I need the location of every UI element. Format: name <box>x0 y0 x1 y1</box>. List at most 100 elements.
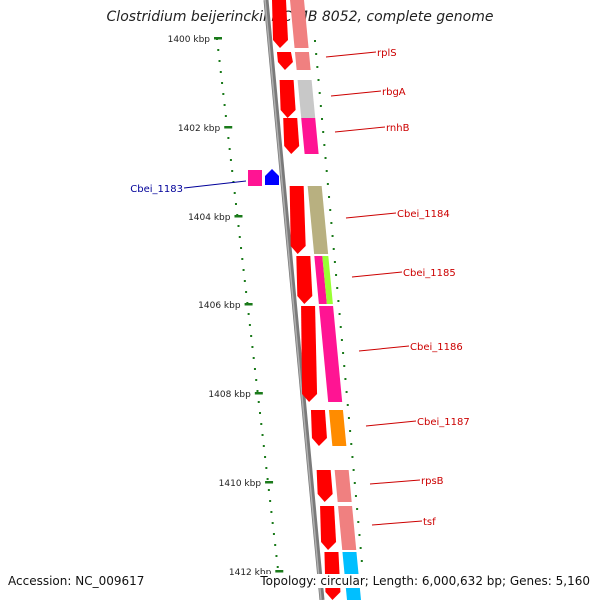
cds-arrow <box>316 470 333 502</box>
backbone-line <box>263 0 325 600</box>
accession-text: Accession: NC_009617 <box>8 574 145 588</box>
feature-bar <box>294 52 311 70</box>
outer-tick <box>331 235 334 237</box>
feature-label-rpsb: rpsB <box>421 476 444 487</box>
outer-tick <box>345 391 348 393</box>
ruler-major-tick <box>244 303 253 306</box>
ruler-ticks: 1400 kbp 1402 kbp 1404 kbp 1406 kbp 1408 kbp… <box>168 35 363 578</box>
ruler-tick <box>251 346 254 348</box>
feature-bar <box>307 186 329 254</box>
feature-label-rpls: rplS <box>377 48 397 59</box>
cds-arrow <box>310 410 327 446</box>
cds-arrow <box>272 0 288 48</box>
outer-tick <box>359 547 362 549</box>
feature-bar <box>314 256 327 304</box>
feature-label-rbga: rbgA <box>382 87 406 98</box>
outer-tick <box>316 66 319 68</box>
ruler-tick <box>247 313 250 315</box>
outer-tick <box>356 508 359 510</box>
feature-label-tsf: tsf <box>423 517 436 528</box>
outer-tick <box>360 560 363 562</box>
ruler-tick <box>243 280 246 282</box>
label-leader-line <box>334 126 386 133</box>
feature-bar <box>328 410 347 446</box>
cds-arrow <box>320 506 337 550</box>
outer-tick <box>323 144 326 146</box>
ruler-tick <box>250 335 253 337</box>
feature-bar <box>322 256 333 304</box>
ruler-tick <box>253 368 256 370</box>
ruler-tick <box>260 423 263 425</box>
ruler-tick <box>227 137 230 139</box>
ruler-tick <box>217 49 220 51</box>
outer-tick <box>358 534 361 536</box>
feature-label-rnhb: rnhB <box>386 123 410 134</box>
ruler-tick <box>267 489 270 491</box>
ruler-tick <box>233 192 236 194</box>
cds-arrow <box>301 306 318 402</box>
ruler-tick <box>271 522 274 524</box>
outer-tick <box>321 118 324 120</box>
ruler-tick <box>275 555 278 557</box>
label-leader-line <box>358 345 410 352</box>
outer-tick <box>332 248 335 250</box>
ruler-tick <box>262 445 265 447</box>
feature-label-cbei_1187: Cbei_1187 <box>417 417 470 428</box>
backbone-stroke <box>263 0 325 600</box>
outer-tick <box>338 313 341 315</box>
outer-tick <box>353 482 356 484</box>
gene-track <box>248 0 361 600</box>
outer-tick <box>354 495 357 497</box>
feature-bar <box>301 118 319 154</box>
label-leader-line <box>369 479 421 485</box>
ruler-tick <box>256 390 259 392</box>
ruler-tick <box>255 379 258 381</box>
outer-tick <box>352 469 355 471</box>
label-leader-line <box>371 520 423 526</box>
reverse-cds-arrow <box>265 169 279 185</box>
ruler-label: 1406 kbp <box>198 301 241 311</box>
ruler-tick <box>264 456 267 458</box>
ruler-label: 1400 kbp <box>168 35 211 45</box>
feature-label-cbei_1183: Cbei_1183 <box>130 184 183 195</box>
ruler-tick <box>257 401 260 403</box>
ruler-tick <box>272 533 275 535</box>
ruler-tick <box>240 247 243 249</box>
ruler-tick <box>229 159 232 161</box>
ruler-tick <box>221 82 224 84</box>
ruler-tick <box>242 269 245 271</box>
outer-tick <box>351 456 354 458</box>
outer-tick <box>326 183 329 185</box>
reverse-feature-bar <box>248 170 262 186</box>
ruler-tick <box>234 203 237 205</box>
feature-bar <box>338 506 357 550</box>
outer-tick <box>319 105 322 107</box>
outer-tick <box>349 430 352 432</box>
ruler-tick <box>252 357 255 359</box>
ruler-major-tick <box>224 126 233 129</box>
outer-tick <box>318 92 321 94</box>
feature-bar <box>297 80 316 118</box>
ruler-tick <box>245 291 248 293</box>
feature-label-cbei_1186: Cbei_1186 <box>410 342 463 353</box>
ruler-tick <box>248 324 251 326</box>
ruler-tick <box>219 71 222 73</box>
ruler-label: 1412 kbp <box>229 568 272 578</box>
label-leader-line <box>183 180 247 189</box>
ruler-tick <box>224 115 227 117</box>
ruler-tick <box>274 544 277 546</box>
feature-label-cbei_1185: Cbei_1185 <box>403 268 456 279</box>
genome-stats-text: Topology: circular; Length: 6,000,632 bp… <box>260 574 590 588</box>
ruler-tick <box>237 225 240 227</box>
ruler-label: 1410 kbp <box>219 479 262 489</box>
outer-tick <box>329 209 332 211</box>
ruler-tick <box>228 148 231 150</box>
ruler-tick <box>266 478 269 480</box>
outer-tick <box>324 157 327 159</box>
ruler-tick <box>261 434 264 436</box>
label-leader-line <box>351 271 403 278</box>
outer-tick <box>350 443 353 445</box>
outer-tick <box>357 521 360 523</box>
outer-tick <box>337 300 340 302</box>
ruler-tick <box>223 104 226 106</box>
